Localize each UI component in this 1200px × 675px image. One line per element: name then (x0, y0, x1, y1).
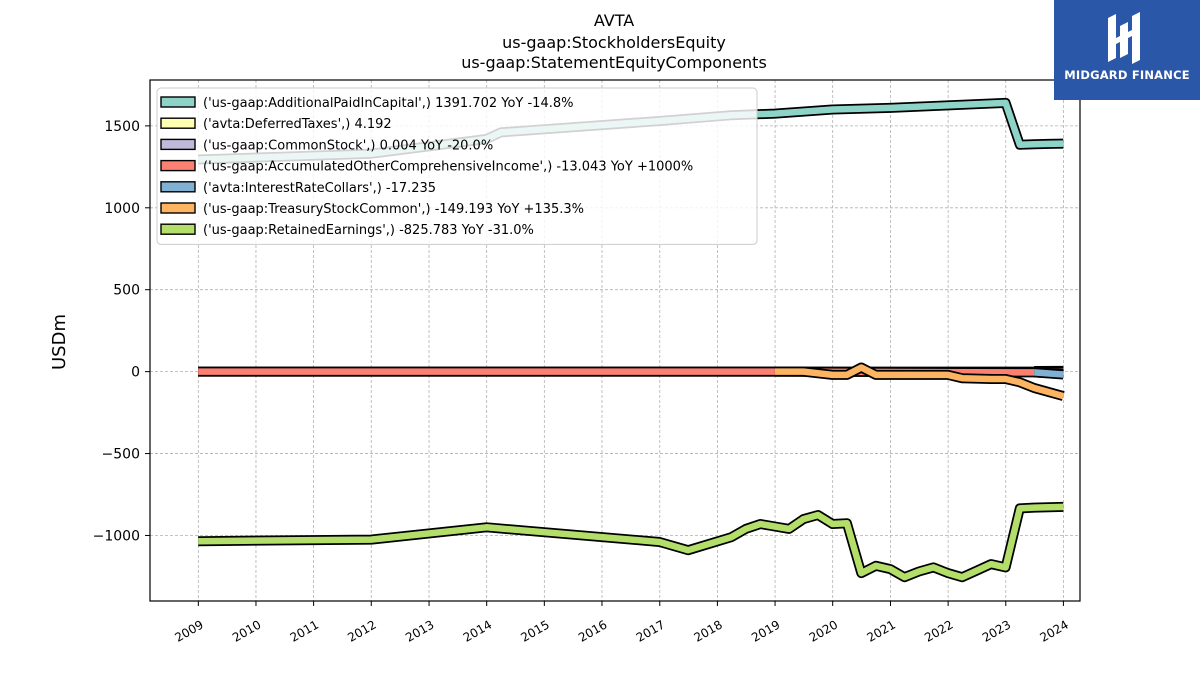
legend-swatch (160, 223, 196, 235)
x-tick-label: 2013 (403, 617, 436, 644)
legend-entry-label: ('us-gaap:AdditionalPaidInCapital',) 139… (203, 96, 573, 111)
x-tick-label: 2009 (172, 617, 205, 644)
x-tick-label: 2011 (288, 617, 321, 644)
x-tick-label: 2010 (230, 617, 263, 644)
legend-entry-label: ('us-gaap:TreasuryStockCommon',) -149.19… (203, 202, 584, 217)
chart-title-line-3: us-gaap:StatementEquityComponents (461, 53, 767, 72)
legend-entry-label: ('us-gaap:RetainedEarnings',) -825.783 Y… (203, 223, 534, 238)
x-tick-label: 2016 (576, 617, 609, 644)
legend: ('us-gaap:AdditionalPaidInCapital',) 139… (156, 87, 758, 245)
y-tick-label: 1000 (104, 201, 140, 217)
x-tick-label: 2024 (1037, 617, 1070, 644)
legend-entry-label: ('us-gaap:CommonStock',) 0.004 YoY -20.0… (203, 138, 493, 153)
legend-swatch (160, 117, 196, 129)
x-tick-label: 2017 (634, 617, 667, 644)
legend-swatch (160, 181, 196, 193)
series-line (198, 503, 1064, 581)
x-tick-label: 2022 (922, 617, 955, 644)
legend-entry-label: ('us-gaap:AccumulatedOtherComprehensiveI… (203, 160, 693, 175)
series-line (1033, 369, 1064, 378)
legend-swatch (160, 96, 196, 108)
series-line (774, 364, 1065, 400)
y-tick-label: −500 (102, 447, 140, 463)
legend-swatch (160, 138, 196, 151)
chart-title: AVTA us-gaap:StockholdersEquity us-gaap:… (461, 11, 767, 72)
series-layer (198, 97, 1065, 583)
x-tick-label: 2014 (461, 617, 494, 644)
y-tick-label: −1000 (93, 528, 140, 544)
y-axis-label: USDm (49, 314, 70, 370)
x-tick-label: 2020 (807, 617, 840, 644)
x-tick-label: 2019 (749, 617, 782, 644)
chart-title-line-1: AVTA (594, 11, 634, 30)
x-tick-label: 2023 (980, 617, 1013, 644)
legend-swatch (160, 202, 196, 214)
x-tick-label: 2018 (691, 617, 724, 644)
legend-box (156, 87, 758, 245)
midgard-logo: MIDGARD FINANCE (1054, 0, 1200, 100)
x-tick-label: 2015 (518, 617, 551, 644)
midgard-logo-icon (1108, 12, 1140, 64)
y-tick-label: 1500 (104, 119, 140, 135)
legend-entry-label: ('avta:DeferredTaxes',) 4.192 (203, 117, 392, 132)
y-tick-label: 500 (113, 283, 140, 299)
legend-swatch (160, 159, 196, 172)
legend-entry-label: ('avta:InterestRateCollars',) -17.235 (203, 181, 436, 196)
plot-frame (149, 79, 1081, 602)
y-tick-label: 0 (131, 365, 140, 381)
x-tick-label: 2012 (345, 617, 378, 644)
chart-title-line-2: us-gaap:StockholdersEquity (502, 33, 726, 52)
logo-text: MIDGARD FINANCE (1064, 68, 1190, 82)
x-tick-label: 2021 (865, 617, 898, 644)
